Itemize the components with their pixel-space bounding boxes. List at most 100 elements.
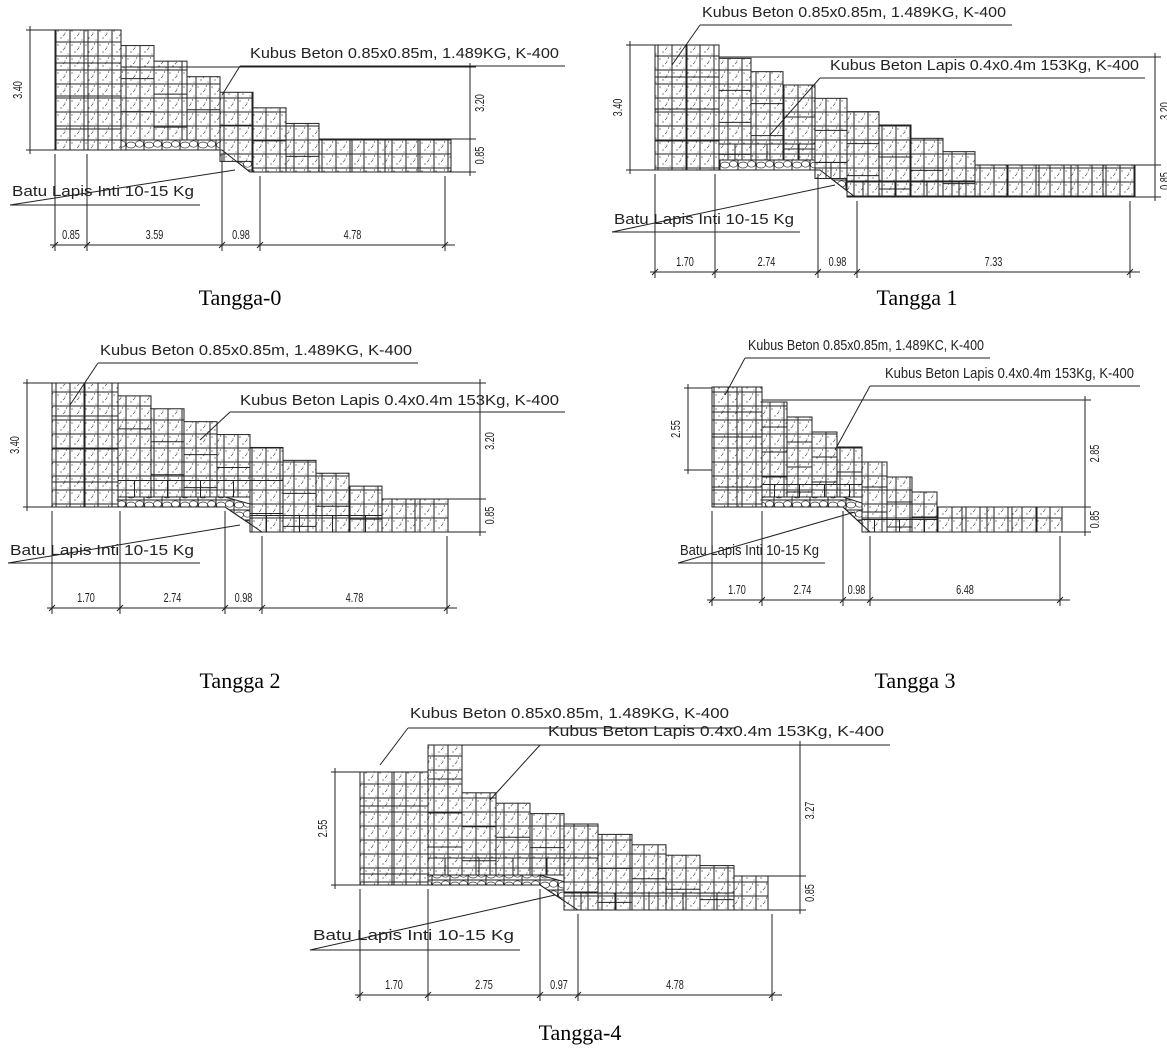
concrete-cube [986,506,1013,533]
dimension-label: 2.55 [317,820,331,838]
concrete-cube [736,386,763,508]
dimension-label: 3.40 [9,436,23,454]
concrete-cube [1006,164,1040,198]
caption: Tangga-0 [199,285,282,310]
dimension-label: 0.85 [484,507,498,525]
concrete-cube-label: Kubus Beton 0.85x0.85m, 1.489KG, K-400 [100,342,412,359]
leader-line [834,385,871,451]
concrete-cube [686,44,720,171]
dimension-tick [356,991,364,999]
concrete-cube [414,498,449,533]
dimension-label: 3.27 [804,802,818,820]
concrete-cube [393,771,429,886]
concrete-cube [1011,506,1038,533]
dimension-label: 4.78 [346,592,364,606]
dimension-label: 1.70 [77,592,95,606]
concrete-cube [381,498,416,533]
leader-line [9,169,236,206]
dimension-tick [574,991,582,999]
concrete-cube [384,138,419,173]
dimension-tick [768,991,776,999]
dimension-label: 0.97 [550,979,568,993]
dimension-label: 2.74 [758,256,776,270]
leader-line [69,362,99,406]
dimension-label: 0.85 [804,884,818,902]
dimension-label: 2.74 [164,592,182,606]
dimension-label: 3.40 [612,99,626,117]
dimension-tick [256,241,264,249]
concrete-cube-label: Kubus Beton 0.85x0.85m, 1.489KG, K-400 [702,4,1006,21]
ground-line [360,884,768,911]
panel: Kubus Beton 0.85x0.85m, 1.489KG, K-400Ku… [309,705,890,1045]
ground-line [655,169,1135,198]
ground-line [55,149,451,173]
layer-cube-label: Kubus Beton Lapis 0.4x0.4m 153Kg, K-400 [885,365,1134,382]
dimension-tick [48,604,56,612]
concrete-cube [427,744,463,876]
dimension-tick [443,604,451,612]
concrete-cube [120,45,155,141]
dimension-label: 2.75 [475,979,493,993]
dimension-tick [218,241,226,249]
panel: Kubus Beton 0.85x0.85m, 1.489KG, K-400Ku… [612,4,1167,310]
dimension-label: 0.85 [474,147,488,165]
dimension-tick [258,604,266,612]
core-stone-label: Batu Lapis Inti 10-15 Kg [680,542,819,559]
dimension-label: 4.78 [666,979,684,993]
dimension-label: 0.85 [62,229,80,243]
core-stone-label: Batu Lapis Inti 10-15 Kg [10,542,194,559]
leader-line [611,184,836,233]
concrete-cube [84,382,119,508]
concrete-cube [54,29,89,151]
ground-line [712,506,1062,533]
concrete-cube [711,386,738,508]
dimension-label: 7.33 [985,256,1003,270]
core-stone-label: Batu Lapis Inti 10-15 Kg [12,183,194,200]
dimension-label: 6.48 [956,584,974,598]
caption: Tangga-4 [539,1020,622,1045]
dimension-label: 3.40 [12,81,26,99]
dimension-label: 2.74 [794,584,812,598]
leader-line [379,727,409,766]
dimension-label: 0.98 [235,592,253,606]
concrete-cube [1036,506,1063,533]
concrete-cube [961,506,988,533]
dimension-tick [651,268,659,276]
concrete-cube [87,29,122,151]
dimension-label: 4.78 [344,229,362,243]
leader-line [671,24,701,66]
caption: Tangga 1 [877,285,958,310]
dimension-tick [536,991,544,999]
dimension-tick [839,596,847,604]
dimension-tick [758,596,766,604]
dimension-label: 3.20 [1159,102,1167,120]
dimension-tick [1056,596,1064,604]
dimension-tick [221,604,229,612]
dimension-tick [1126,268,1134,276]
dimension-tick [424,991,432,999]
dimension-label: 3.20 [484,432,498,450]
caption: Tangga 2 [200,668,281,693]
concrete-cube [733,875,769,911]
concrete-cube [761,401,788,498]
concrete-cube [417,138,452,173]
concrete-cube [318,138,353,173]
dimension-label: 1.70 [728,584,746,598]
concrete-cube [359,771,395,886]
core-stone-label: Batu Lapis Inti 10-15 Kg [614,211,794,228]
leader-line [221,65,241,96]
concrete-cube [51,382,86,508]
leader-line [489,744,541,801]
caption: Tangga 3 [875,668,956,693]
concrete-cube [285,122,320,173]
dimension-tick [441,241,449,249]
concrete-cube [219,91,254,162]
dimension-label: 0.85 [1089,511,1103,529]
dimension-label: 2.55 [670,420,684,438]
concrete-cube [974,164,1008,198]
concrete-cube [936,506,963,533]
core-stone-label: Batu Lapis Inti 10-15 Kg [313,927,514,944]
leader-line [7,524,241,564]
concrete-cube [153,60,188,141]
